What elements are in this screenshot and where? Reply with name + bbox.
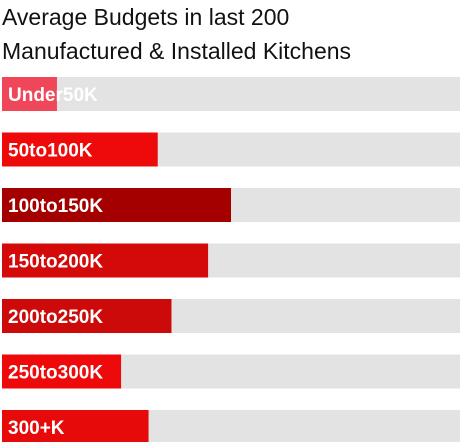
- bar-row: 300+K: [2, 410, 460, 442]
- bar: [2, 410, 149, 442]
- bar: [2, 299, 172, 333]
- category-label: 300+K: [8, 418, 65, 439]
- bar: [2, 188, 231, 222]
- bar: [2, 243, 209, 278]
- chart-title: Average Budgets in last 200 Manufactured…: [2, 0, 458, 68]
- bar-row: Under50K: [2, 77, 460, 111]
- bar-row: 50to100K: [2, 132, 460, 167]
- chart-title-line-1: Average Budgets in last 200: [2, 4, 290, 30]
- bar: [2, 77, 57, 111]
- category-label: 200to250K: [8, 307, 103, 328]
- bar-row: 200to250K: [2, 299, 460, 333]
- bar-row: 150to200K: [2, 243, 460, 278]
- category-label: 50to100K: [8, 141, 93, 162]
- bar: [2, 132, 158, 167]
- bar-row: 100to150K: [2, 188, 460, 222]
- bar-track: [2, 77, 460, 111]
- category-label: Under50K: [8, 85, 98, 106]
- category-label: 150to200K: [8, 252, 103, 273]
- category-label: 100to150K: [8, 196, 103, 217]
- chart-title-line-2: Manufactured & Installed Kitchens: [2, 38, 352, 64]
- bar: [2, 354, 122, 389]
- bar-row: 250to300K: [2, 354, 460, 389]
- category-label: 250to300K: [8, 363, 103, 384]
